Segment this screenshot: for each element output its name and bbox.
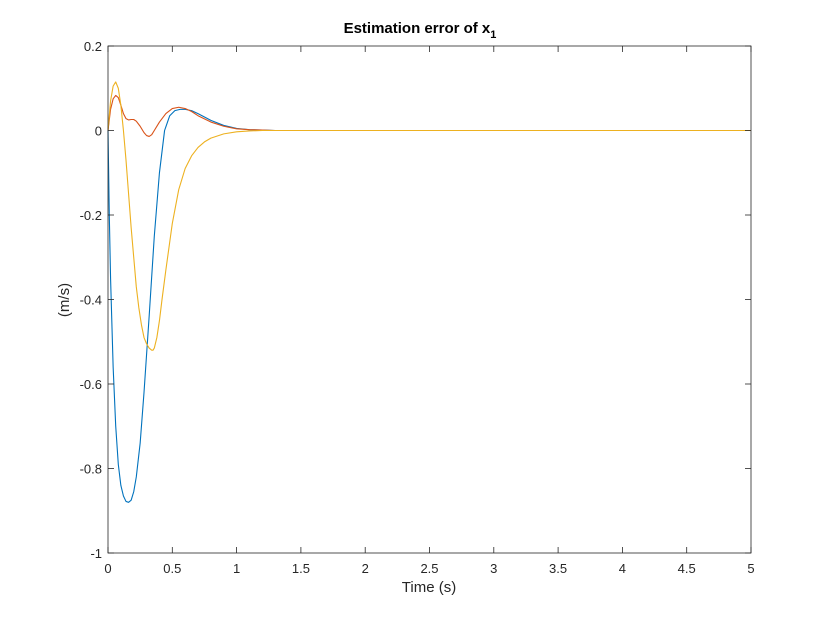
chart-title-subscript: 1 bbox=[490, 29, 496, 41]
x-tick-label: 4 bbox=[619, 561, 626, 576]
y-tick-label: -0.8 bbox=[80, 462, 102, 477]
x-tick-label: 2.5 bbox=[420, 561, 438, 576]
x-tick-label: 5 bbox=[747, 561, 754, 576]
x-tick-label: 3 bbox=[490, 561, 497, 576]
y-tick-label: -0.4 bbox=[80, 293, 102, 308]
y-tick-label: -0.6 bbox=[80, 377, 102, 392]
x-tick-label: 1.5 bbox=[292, 561, 310, 576]
y-tick-label: -0.2 bbox=[80, 208, 102, 223]
plot-background bbox=[108, 46, 751, 553]
x-tick-label: 2 bbox=[362, 561, 369, 576]
x-axis-label: Time (s) bbox=[402, 579, 456, 596]
series-line-3 bbox=[107, 81, 751, 351]
y-tick-label: 0.2 bbox=[84, 39, 102, 54]
y-tick-label: 0 bbox=[95, 124, 102, 139]
y-tick-label: -1 bbox=[90, 546, 102, 561]
x-tick-label: 0.5 bbox=[163, 561, 181, 576]
plot-area: 0 0.5 1 1.5 2 2.5 3 3.5 4 4.5 5 -1 -0.8 -0.6 -0.4 -0.2 0… bbox=[80, 39, 755, 576]
y-axis-label: (m/s) bbox=[56, 283, 73, 317]
x-tick-label: 3.5 bbox=[549, 561, 567, 576]
chart-title-main: Estimation error of x bbox=[344, 20, 491, 37]
x-tick-label: 4.5 bbox=[678, 561, 696, 576]
chart-title: Estimation error of x1 bbox=[344, 20, 497, 41]
x-tick-label: 0 bbox=[104, 561, 111, 576]
x-tick-label: 1 bbox=[233, 561, 240, 576]
